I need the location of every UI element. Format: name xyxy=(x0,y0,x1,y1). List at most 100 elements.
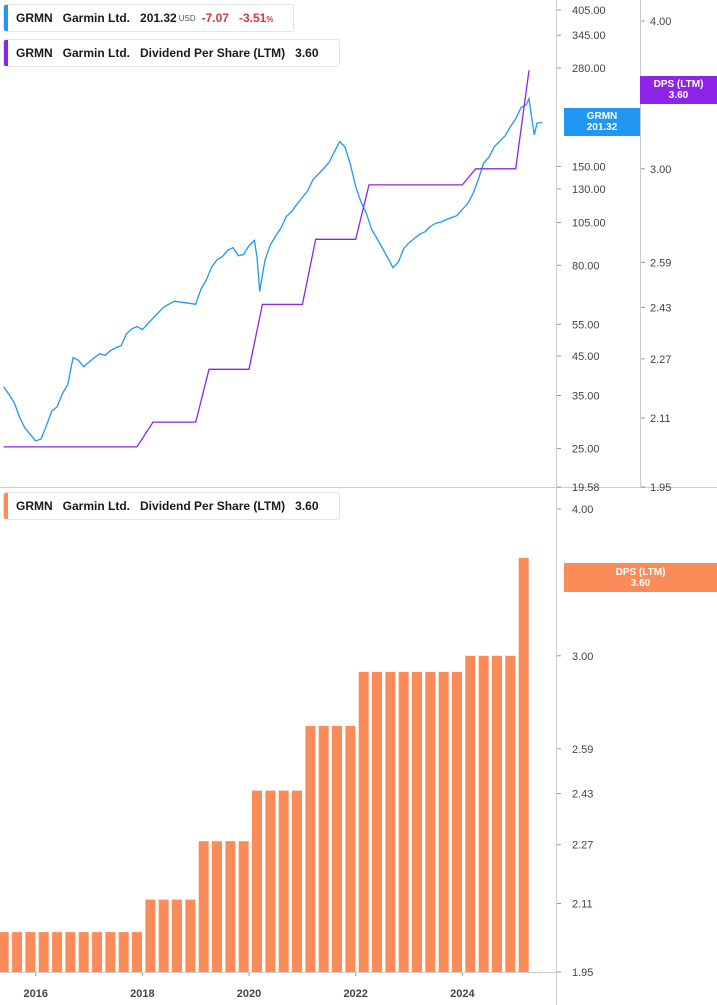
dps-axis-label: 4.00 xyxy=(650,16,671,28)
price-axis-label: 105.00 xyxy=(572,218,606,230)
dps-bar xyxy=(452,671,462,972)
bar-axis-label: 3.00 xyxy=(572,651,593,663)
dps-bar xyxy=(238,841,249,972)
legend-price: 201.32 xyxy=(140,11,177,25)
x-axis-label: 2020 xyxy=(237,988,261,1000)
dps-top-last-value-tag: DPS (LTM) 3.60 xyxy=(640,76,717,104)
dps-axis-label: 2.43 xyxy=(650,302,671,314)
dps-bar xyxy=(145,899,156,972)
dps-bottom-tag-value: 3.60 xyxy=(630,578,651,589)
dps-bar xyxy=(412,671,422,972)
dps-bar xyxy=(278,790,289,972)
legend-change-pct: -3.51% xyxy=(239,11,273,25)
dps-axis-label: 2.11 xyxy=(650,413,671,425)
dps-axis-label: 1.95 xyxy=(650,482,671,494)
price-line xyxy=(3,96,543,442)
dps-bar xyxy=(292,790,302,972)
dps-bar xyxy=(425,671,436,972)
dps-bar xyxy=(92,932,103,972)
price-legend-swatch xyxy=(4,5,8,31)
bar-axis-label: 2.43 xyxy=(572,789,593,801)
dps-bar xyxy=(25,932,36,972)
price-axis-label: 25.00 xyxy=(572,444,600,456)
dps-bar xyxy=(198,841,209,972)
bar-axis-label: 4.00 xyxy=(572,504,593,516)
dps-legend-bottom[interactable]: GRMN Garmin Ltd. Dividend Per Share (LTM… xyxy=(3,492,340,520)
dps-bar xyxy=(358,671,369,972)
price-legend[interactable]: GRMN Garmin Ltd. 201.32 USD -7.07 -3.51% xyxy=(3,4,295,32)
legend-metric: Dividend Per Share (LTM) xyxy=(140,46,286,60)
legend-metric: Dividend Per Share (LTM) xyxy=(140,499,286,513)
dps-bar xyxy=(158,899,169,972)
dps-legend-bottom-swatch xyxy=(4,493,8,519)
legend-change-pct-sign: % xyxy=(266,15,274,24)
dps-bar xyxy=(12,932,23,972)
legend-ticker: GRMN xyxy=(16,499,53,513)
dps-top-tag-value: 3.60 xyxy=(668,90,689,101)
dps-bar xyxy=(385,671,396,972)
legend-company: Garmin Ltd. xyxy=(62,499,131,513)
dps-bar xyxy=(78,932,89,972)
dps-bottom-tag-name: DPS (LTM) xyxy=(615,567,666,578)
dps-bar xyxy=(172,899,182,972)
price-axis-label: 280.00 xyxy=(572,63,606,75)
dps-top-tag-name: DPS (LTM) xyxy=(653,79,704,90)
legend-ticker: GRMN xyxy=(16,11,53,25)
dps-bar xyxy=(52,932,63,972)
price-axis-label: 405.00 xyxy=(572,5,606,17)
price-last-value-tag: GRMN 201.32 xyxy=(564,108,640,136)
price-axis-label: 130.00 xyxy=(572,184,606,196)
legend-change-pct-value: -3.51 xyxy=(238,11,267,25)
bar-axis-label: 2.27 xyxy=(572,840,593,852)
legend-ticker: GRMN xyxy=(16,46,53,60)
dps-bar xyxy=(132,932,142,972)
dps-bar xyxy=(492,655,502,972)
dps-bar xyxy=(212,841,222,972)
dps-bar xyxy=(38,932,49,972)
dps-bar xyxy=(185,899,196,972)
dps-bar xyxy=(518,557,529,972)
bar-axis-label: 1.95 xyxy=(572,967,593,979)
legend-currency: USD xyxy=(178,13,196,23)
price-axis-label: 35.00 xyxy=(572,391,600,403)
dps-bar xyxy=(505,655,516,972)
legend-value: 3.60 xyxy=(295,46,319,60)
dps-bar xyxy=(438,671,449,972)
dps-bar xyxy=(318,725,329,972)
dps-axis-label: 3.00 xyxy=(650,164,671,176)
bar-axis-label: 2.59 xyxy=(572,744,593,756)
dps-bar xyxy=(372,671,382,972)
dps-bar xyxy=(225,841,236,972)
bar-axis-label: 2.11 xyxy=(572,898,593,910)
dps-bar xyxy=(105,932,116,972)
price-axis-label: 19.58 xyxy=(572,482,600,494)
price-axis-label: 45.00 xyxy=(572,351,600,363)
price-axis-label: 55.00 xyxy=(572,319,600,331)
dps-bar xyxy=(118,932,129,972)
dps-bar xyxy=(465,655,476,972)
price-axis-label: 150.00 xyxy=(572,161,606,173)
dps-axis-label: 2.59 xyxy=(650,257,671,269)
dps-bar xyxy=(305,725,316,972)
legend-value: 3.60 xyxy=(295,499,319,513)
dps-bar xyxy=(252,790,262,972)
dps-bar xyxy=(332,725,342,972)
x-axis-label: 2022 xyxy=(343,988,367,1000)
dps-axis-label: 2.27 xyxy=(650,354,671,366)
dps-bar xyxy=(65,932,76,972)
price-tag-name: GRMN xyxy=(586,111,618,122)
legend-company: Garmin Ltd. xyxy=(62,46,131,60)
legend-company: Garmin Ltd. xyxy=(62,11,131,25)
legend-change: -7.07 xyxy=(201,11,229,25)
dps-bar xyxy=(398,671,409,972)
dps-bar xyxy=(0,932,9,972)
x-axis-label: 2024 xyxy=(450,988,475,1000)
dps-bottom-last-value-tag: DPS (LTM) 3.60 xyxy=(564,563,717,592)
dps-legend-top[interactable]: GRMN Garmin Ltd. Dividend Per Share (LTM… xyxy=(3,39,340,67)
dps-legend-top-swatch xyxy=(4,40,8,66)
dps-bar xyxy=(478,655,489,972)
dps-bar xyxy=(345,725,356,972)
price-tag-value: 201.32 xyxy=(586,122,618,133)
dps-step-line xyxy=(3,70,530,448)
